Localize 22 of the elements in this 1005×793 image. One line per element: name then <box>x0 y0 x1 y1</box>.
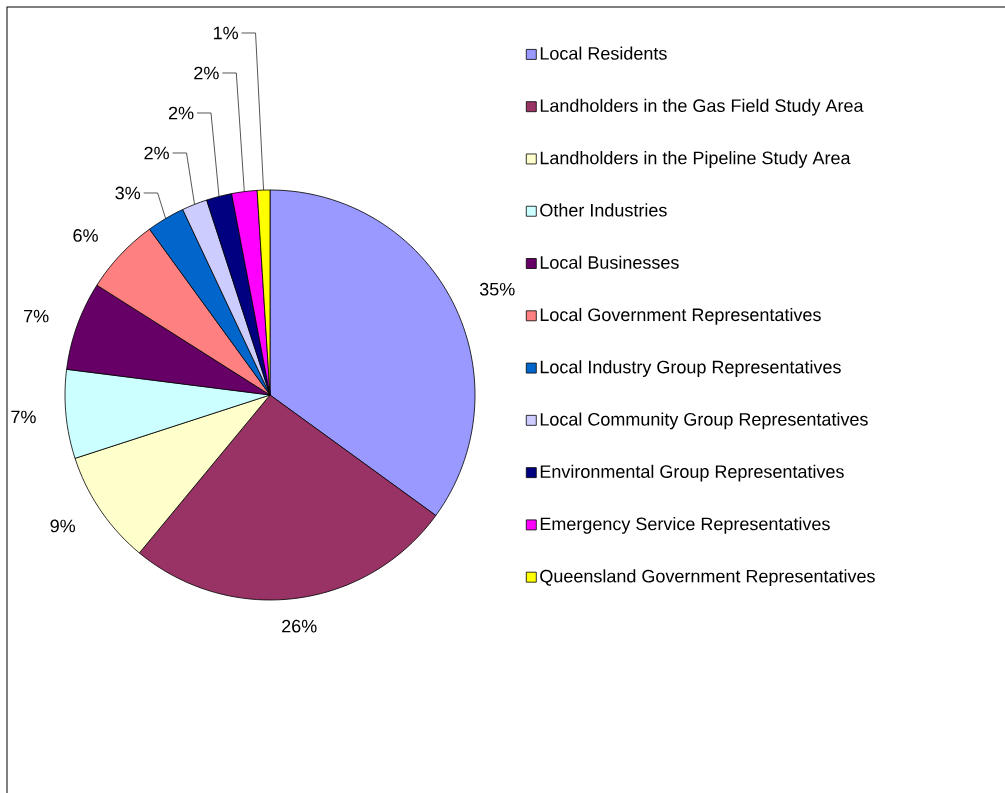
data-label: 35% <box>479 282 515 296</box>
data-label: 7% <box>11 410 36 424</box>
data-label: 3% <box>115 186 141 200</box>
legend-label: Local Businesses <box>540 255 679 269</box>
data-label: 9% <box>50 519 76 533</box>
legend-label: Landholders in the Gas Field Study Area <box>540 98 864 116</box>
data-label: 7% <box>24 309 49 323</box>
legend-label: Local Community Group Representatives <box>540 412 868 430</box>
data-label: 26% <box>282 619 317 633</box>
legend-label: Environmental Group Representatives <box>540 464 844 482</box>
legend-label: Queensland Government Representatives <box>540 569 875 587</box>
legend-label: Other Industries <box>540 203 667 217</box>
data-label: 2% <box>194 66 219 80</box>
data-label: 2% <box>144 146 169 160</box>
legend-label: Local Government Representatives <box>540 307 821 325</box>
legend-label: Local Industry Group Representatives <box>540 360 841 377</box>
data-label: 1% <box>214 26 238 40</box>
data-label: 6% <box>73 229 98 242</box>
data-label: 2% <box>168 106 194 120</box>
legend-label: Emergency Service Representatives <box>540 517 830 534</box>
legend-label: Local Residents <box>540 46 667 60</box>
legend-label: Landholders in the Pipeline Study Area <box>540 151 851 168</box>
